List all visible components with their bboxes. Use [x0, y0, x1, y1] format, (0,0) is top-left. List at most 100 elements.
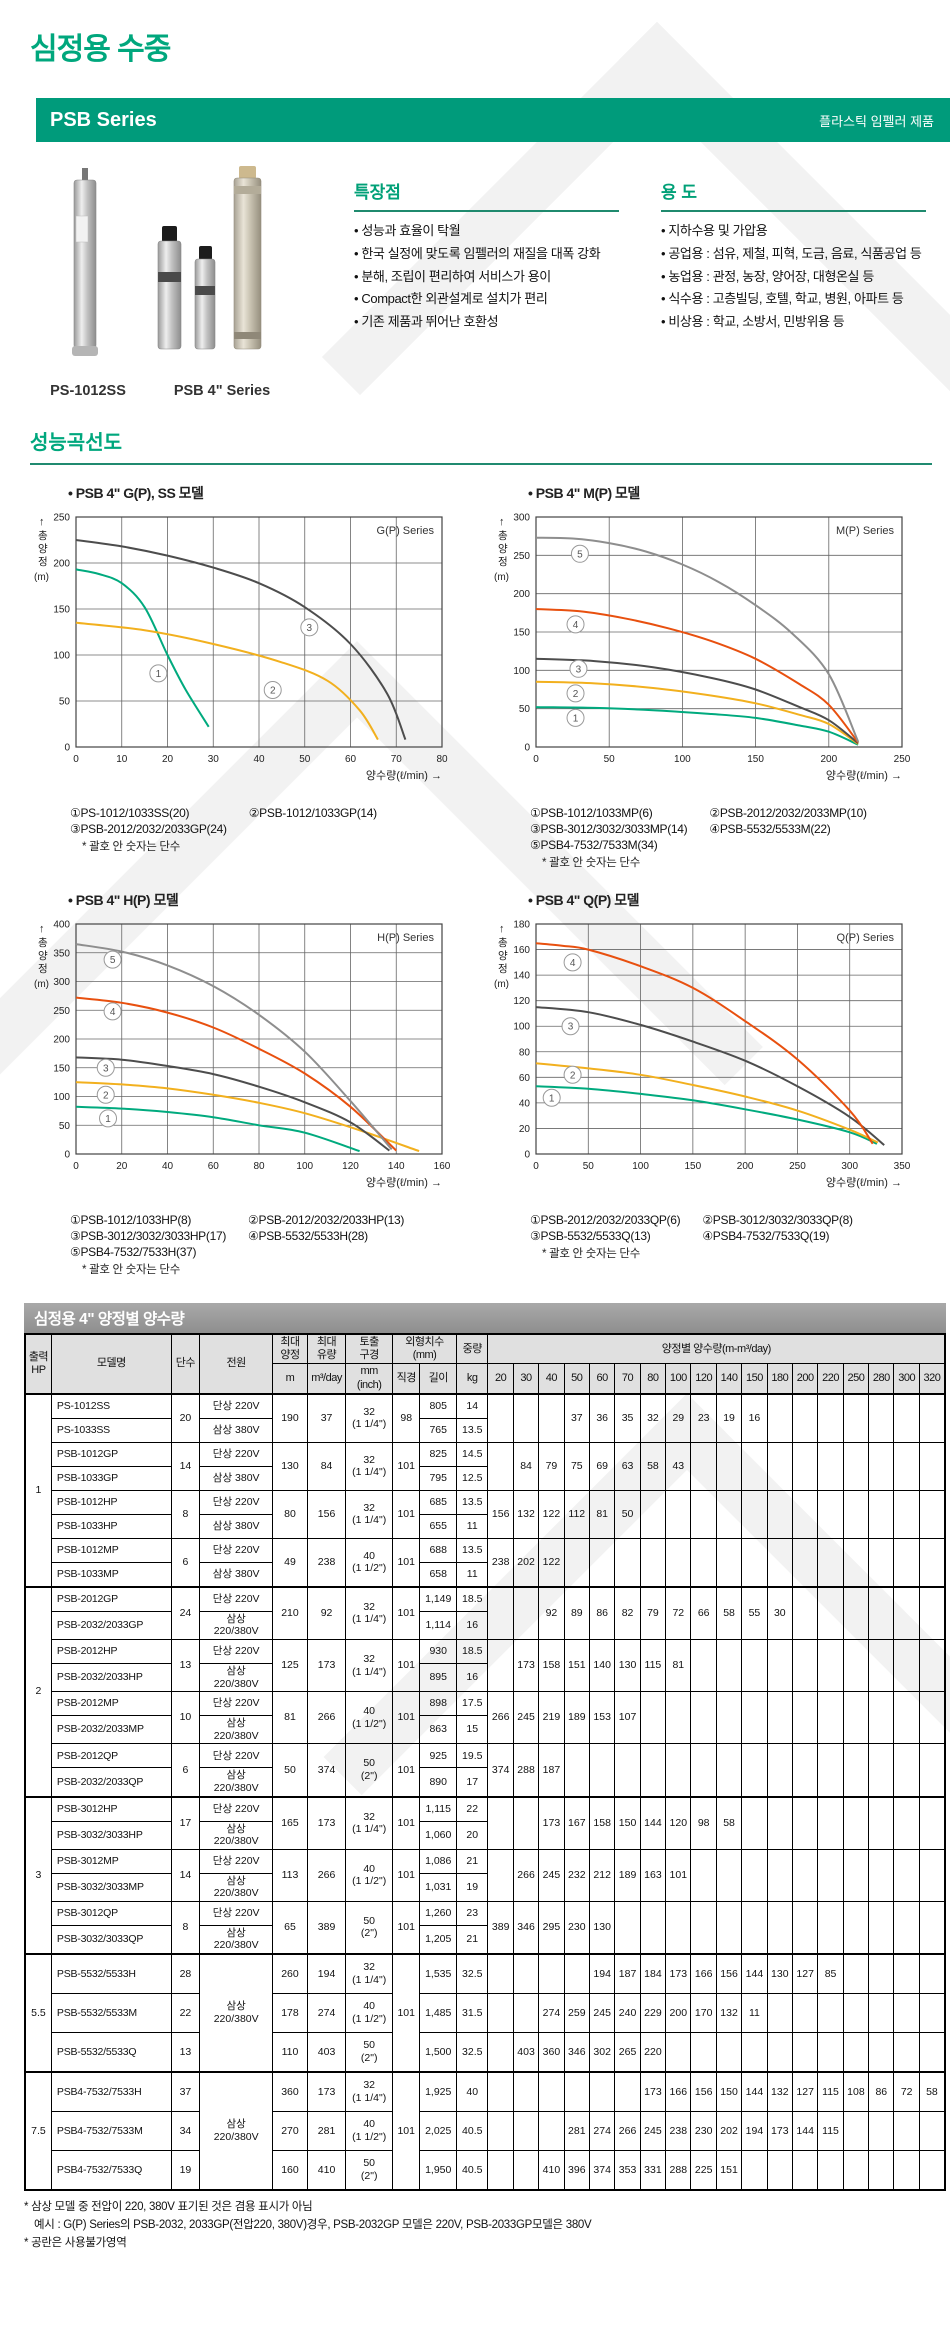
table-cell: 40 (1 1/2"): [345, 1537, 394, 1588]
table-cell: 166: [665, 2071, 692, 2113]
table-cell: [842, 1795, 870, 1850]
table-cell: 49: [272, 1537, 308, 1588]
svg-text:60: 60: [519, 1073, 531, 1084]
svg-text:4: 4: [570, 958, 576, 969]
table-cell: [791, 1537, 819, 1588]
table-cell: 274: [588, 2111, 616, 2152]
table-cell: 13: [170, 1638, 201, 1693]
curve-PSB-1012/1033HP(8): [75, 1105, 360, 1153]
legend-note: * 괄호 안 숫자는 단수: [82, 1264, 180, 1276]
table-cell: 132: [715, 1993, 743, 2034]
legend-item: ②PSB-3012/3032/3033QP(8): [702, 1213, 853, 1227]
svg-text:H(P) Series: H(P) Series: [377, 932, 434, 944]
svg-text:100: 100: [53, 651, 70, 662]
table-cell: 75: [563, 1441, 590, 1491]
table-cell: 32 (1 1/4"): [345, 1489, 394, 1539]
table-cell: [868, 2111, 895, 2152]
table-cell: 14.5: [455, 1441, 489, 1467]
chart-legend: ①PSB-1012/1033MP(6) ②PSB-2012/2032/2033MP…: [530, 806, 926, 852]
table-cell: [538, 2111, 565, 2152]
table-cell: 266: [614, 2111, 641, 2152]
table-cell: 173: [538, 1795, 565, 1850]
svg-text:5: 5: [110, 955, 116, 966]
curve-PSB4-7532/7533Q(19): [535, 942, 874, 1145]
curve-PSB4-7532/7533M(34): [535, 536, 860, 743]
performance-charts: • PSB 4" G(P), SS 모델 0 10 20 30 40 50 60 70 80 0 50…: [24, 479, 926, 1277]
table-cell: 32 (1 1/4"): [345, 2071, 394, 2113]
svg-text:80: 80: [519, 1047, 531, 1058]
table-cell: 101: [392, 1638, 421, 1693]
table-row: PSB-3032/3033QP 삼상 220/380V 1,205 21: [25, 1924, 945, 1955]
svg-text:↑: ↑: [499, 516, 505, 528]
table-cell: 58: [715, 1795, 743, 1850]
chart-block: • PSB 4" M(P) 모델 0 50 100 150 200 250 0 50 100 150…: [484, 479, 926, 870]
chart-block: • PSB 4" H(P) 모델 0 20 40 60 80 100 120 140 160 0 50…: [24, 886, 466, 1277]
list-item: Compact한 외관설계로 설치가 편리: [354, 288, 619, 311]
svg-text:1: 1: [156, 669, 162, 680]
svg-text:250: 250: [53, 513, 70, 524]
svg-text:150: 150: [53, 1063, 70, 1074]
curve-PSB-5532/5533M(22): [535, 608, 859, 744]
table-cell: 353: [614, 2150, 641, 2191]
table-cell: [842, 2150, 870, 2191]
chart-block: • PSB 4" G(P), SS 모델 0 10 20 30 40 50 60 70 80 0 50…: [24, 479, 466, 870]
table-cell: PS-1033SS: [50, 1417, 172, 1443]
table-cell: 210: [272, 1585, 308, 1640]
table-row: 5.5 PSB-5532/5533H 28 삼상 220/380V 260 194 32 (1 …: [24, 1953, 946, 2073]
table-cell: [842, 1953, 870, 1995]
spec-table: 출력 HP 모델명 단수 전원 최대 양정 최대 유량 토출 구경 외형치수 (mm) 중량 양정별 양수량…: [24, 1333, 946, 2192]
table-row: PSB4-7532/7533Q 19 160 410 50 (2") 1,950 40.5 41…: [25, 2150, 946, 2191]
svg-text:양수량(ℓ/min) →: 양수량(ℓ/min) →: [366, 1176, 442, 1189]
table-cell: 32 (1 1/4"): [345, 1795, 394, 1850]
table-cell: 단상 220V: [199, 1489, 274, 1515]
table-cell: PSB-5532/5533H: [50, 1953, 172, 1995]
table-cell: 110: [272, 2032, 308, 2073]
table-cell: [842, 1848, 870, 1902]
table-cell: 28: [170, 1953, 201, 1995]
legend-note: * 괄호 안 숫자는 단수: [542, 857, 640, 869]
table-cell: [791, 1441, 819, 1491]
table-cell: PSB-2032/2033QP: [50, 1767, 172, 1797]
table-cell: 173: [306, 1638, 347, 1693]
svg-text:총: 총: [498, 530, 508, 542]
legend-item: ①PSB-1012/1033MP(6): [530, 806, 653, 820]
table-cell: 단상 220V: [199, 1392, 274, 1419]
table-cell: 32 (1 1/4"): [345, 1953, 394, 1995]
table-cell: [842, 1392, 870, 1443]
table-cell: [487, 1585, 514, 1640]
header-cell: 직경: [392, 1363, 421, 1395]
curve-PSB-5532/5533Q(13): [535, 1006, 885, 1146]
table-cell: 1,500: [419, 2032, 457, 2073]
legend-item: ①PSB-2012/2032/2033QP(6): [530, 1213, 681, 1227]
curve-PSB-2012/2032/2033QP(6): [535, 1085, 878, 1145]
table-cell: 17: [455, 1767, 489, 1797]
table-cell: [766, 1691, 793, 1745]
svg-text:1: 1: [549, 1093, 555, 1104]
table-cell: PSB-3012QP: [50, 1900, 172, 1926]
table-cell: 108: [842, 2071, 870, 2113]
table-cell: 삼상 220/380V: [199, 1767, 274, 1797]
header-cell: 120: [690, 1363, 717, 1395]
header-cell: 140: [715, 1363, 743, 1395]
table-cell: 삼상 220/380V: [199, 1953, 274, 2073]
svg-text:총: 총: [38, 937, 48, 949]
legend-item: ①PSB-1012/1033HP(8): [70, 1213, 192, 1227]
footnote-example: 예시 : G(P) Series의 PSB-2032, 2033GP(전압220…: [34, 2218, 592, 2231]
table-cell: [918, 1691, 946, 1745]
curve-PSB4-7532/7533H(37): [75, 943, 393, 1151]
table-cell: [918, 1489, 946, 1539]
table-cell: [690, 2032, 717, 2073]
header-cell: kg: [455, 1363, 489, 1395]
table-cell: [766, 1489, 793, 1539]
table-cell: [918, 1993, 946, 2034]
table-cell: 360: [272, 2071, 308, 2113]
table-cell: 58: [918, 2071, 946, 2113]
table-cell: [766, 1848, 793, 1902]
table-cell: [563, 1743, 590, 1797]
table-cell: 92: [306, 1585, 347, 1640]
table-cell: 81: [588, 1489, 616, 1539]
table-cell: 17: [170, 1795, 201, 1850]
performance-chart: 0 50 100 150 200 250 0 50 100 150 200 250 300 ↑ 총양정 (m)…: [494, 513, 911, 783]
table-cell: 101: [392, 1743, 421, 1797]
table-cell: 202: [715, 2111, 743, 2152]
